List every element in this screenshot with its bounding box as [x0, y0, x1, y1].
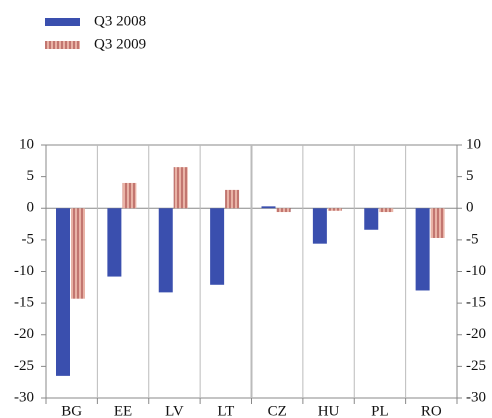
bar	[158, 208, 173, 293]
bar	[415, 208, 430, 291]
x-tick-label: LV	[165, 403, 184, 418]
y-tick-label: -10	[14, 263, 34, 279]
bar	[327, 208, 342, 211]
y2-tick-label: -10	[466, 263, 486, 279]
y2-tick-label: -20	[466, 326, 486, 342]
y-tick-label: -30	[14, 389, 34, 405]
x-tick-label: HU	[318, 403, 340, 418]
bar	[261, 206, 276, 209]
x-tick-label: PL	[371, 403, 389, 418]
y-tick-label: 5	[27, 168, 35, 184]
bar	[107, 208, 122, 277]
y2-tick-label: 10	[466, 136, 481, 152]
bar	[430, 208, 445, 238]
y-tick-label: -25	[14, 358, 34, 374]
legend-swatch	[45, 41, 80, 49]
y2-tick-label: 5	[466, 168, 474, 184]
bar	[56, 208, 70, 376]
y2-tick-label: 0	[466, 200, 474, 216]
bar	[210, 208, 225, 285]
y2-tick-label: -5	[466, 231, 479, 247]
y2-tick-label: -15	[466, 295, 486, 311]
bar	[71, 208, 85, 299]
x-tick-label: RO	[421, 403, 442, 418]
x-tick-label: BG	[61, 403, 82, 418]
bar	[364, 208, 379, 230]
bar	[379, 208, 394, 213]
x-tick-label: EE	[114, 403, 132, 418]
legend-label: Q3 2008	[94, 13, 146, 29]
bar	[276, 208, 291, 213]
bar	[225, 189, 240, 209]
x-tick-label: LT	[217, 403, 234, 418]
bar	[173, 167, 188, 209]
y-tick-label: 10	[19, 136, 34, 152]
y2-tick-label: -30	[466, 389, 486, 405]
x-tick-label: CZ	[268, 403, 287, 418]
legend-label: Q3 2009	[94, 36, 146, 52]
y-tick-label: -15	[14, 295, 34, 311]
bar	[122, 182, 137, 209]
bar	[312, 208, 327, 244]
y2-tick-label: -25	[466, 358, 486, 374]
y-tick-label: -5	[22, 231, 35, 247]
y-tick-label: 0	[27, 200, 35, 216]
y-tick-label: -20	[14, 326, 34, 342]
legend-swatch	[45, 18, 80, 26]
